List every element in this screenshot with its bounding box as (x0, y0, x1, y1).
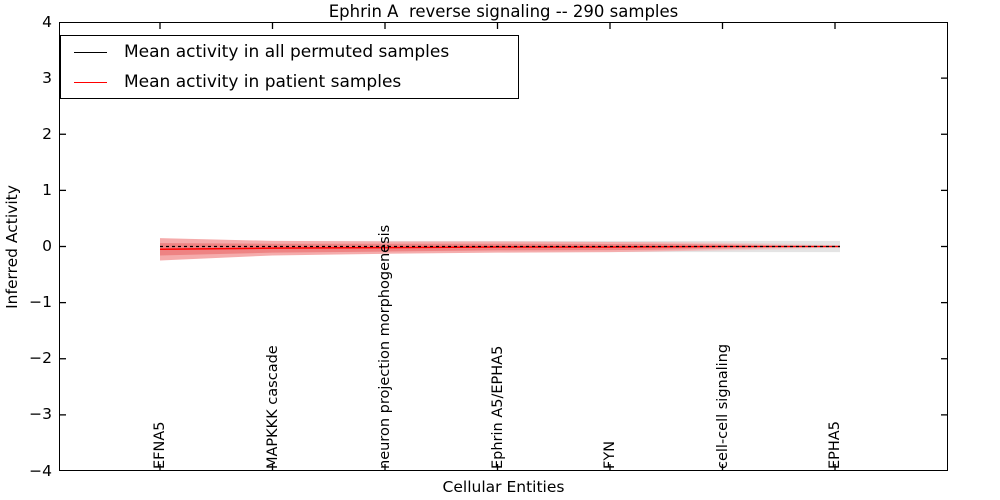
x-tick-label: cell-cell signaling (714, 343, 731, 469)
x-tick-label: MAPKKK cascade (264, 345, 281, 469)
y-tick-label: −4 (29, 461, 52, 480)
plot-svg (59, 22, 948, 471)
y-tick-label: 3 (42, 68, 52, 87)
x-tick-label: EPHA5 (827, 421, 843, 469)
legend-item-patient: Mean activity in patient samples (61, 68, 518, 96)
y-tick-label: 4 (42, 12, 52, 31)
x-tick-label: neuron projection morphogenesis (377, 224, 393, 469)
legend: Mean activity in all permuted samples Me… (60, 35, 519, 99)
legend-item-permuted: Mean activity in all permuted samples (61, 38, 518, 66)
y-tick-label: −1 (29, 293, 52, 312)
legend-line-permuted-icon (74, 51, 107, 53)
legend-label: Mean activity in patient samples (124, 72, 402, 92)
y-tick-label: −2 (29, 349, 52, 368)
tick-marks (59, 22, 948, 471)
y-tick-label: 0 (42, 237, 52, 255)
legend-label: Mean activity in all permuted samples (124, 42, 450, 62)
y-tick-label: 2 (42, 124, 52, 143)
y-tick-label: −3 (29, 405, 52, 424)
legend-line-patient-icon (74, 81, 107, 83)
x-tick-label: EFNA5 (152, 421, 168, 470)
chart-title: Ephrin A reverse signaling -- 290 sample… (328, 2, 679, 21)
x-tick-label: FYN (602, 440, 618, 469)
x-axis-label: Cellular Entities (442, 478, 565, 496)
y-tick-label: 1 (42, 180, 52, 199)
x-tick-label: Ephrin A5/EPHA5 (489, 345, 506, 469)
